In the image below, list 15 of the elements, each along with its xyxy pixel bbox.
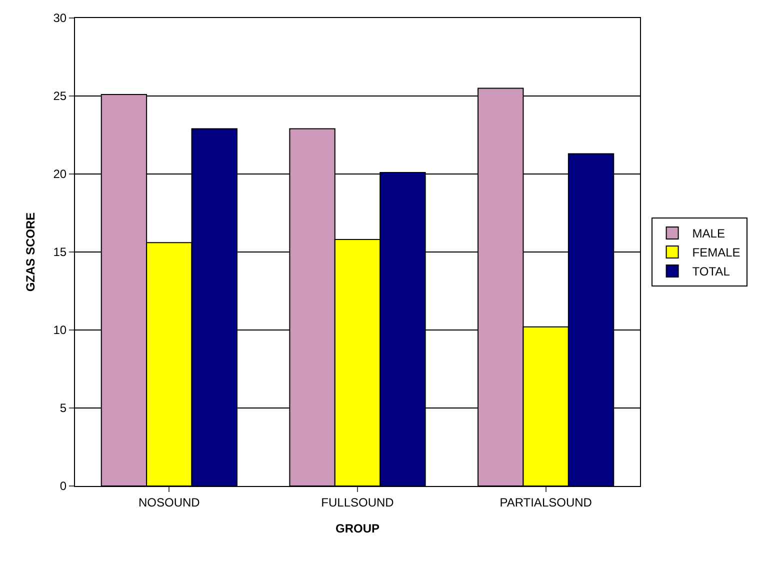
x-tick-label: PARTIALSOUND [500, 495, 592, 510]
x-tick-label: FULLSOUND [321, 495, 394, 510]
y-tick-label: 20 [53, 167, 67, 182]
y-tick-label: 5 [60, 401, 67, 416]
x-tick-label: NOSOUND [138, 495, 200, 510]
y-tick-label: 30 [53, 11, 67, 26]
y-tick-label: 0 [60, 479, 67, 494]
legend-label: MALE [692, 226, 725, 241]
y-tick-label: 10 [53, 323, 67, 338]
legend-label: TOTAL [692, 264, 730, 279]
y-tick-label: 15 [53, 245, 67, 260]
y-axis-title: GZAS SCORE [24, 212, 38, 292]
x-axis-title: GROUP [335, 521, 380, 536]
legend-label: FEMALE [692, 246, 740, 260]
y-tick-label: 25 [53, 89, 67, 104]
